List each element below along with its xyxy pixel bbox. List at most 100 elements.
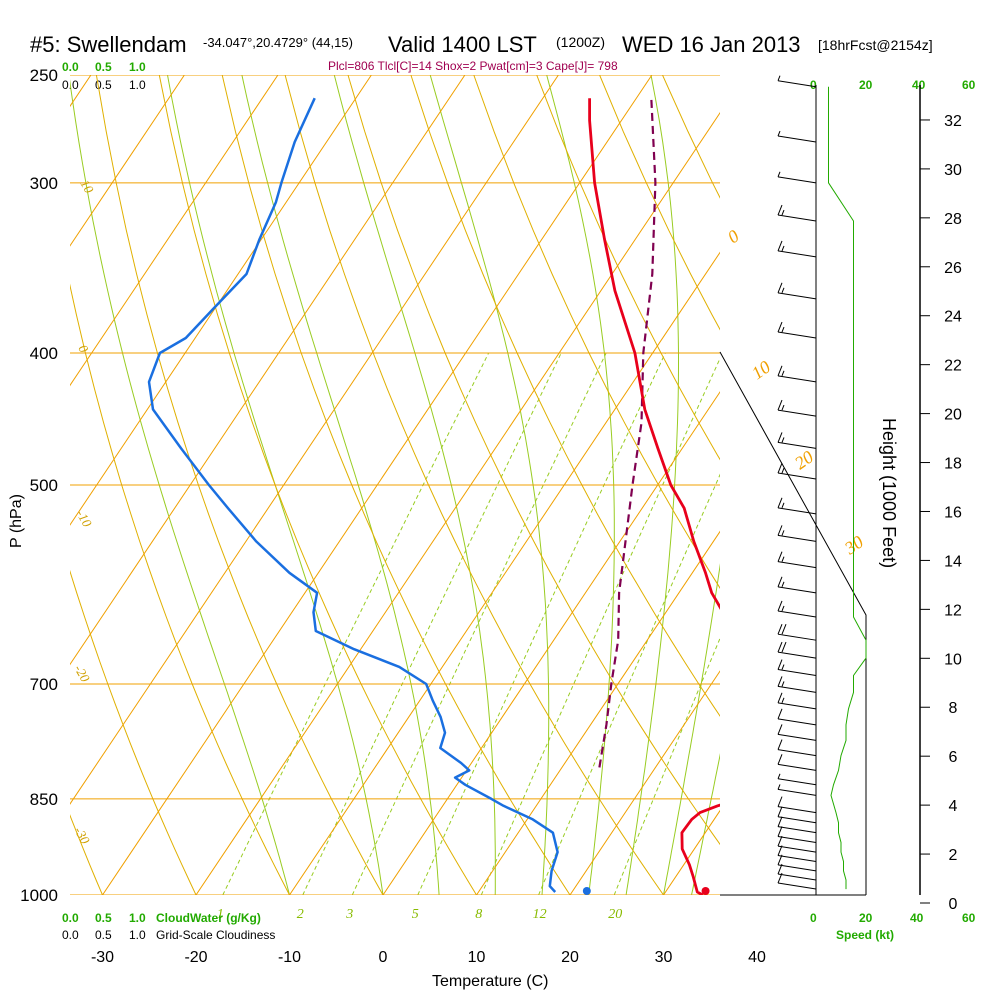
wind-barb — [777, 135, 817, 143]
wind-barb-flag — [777, 641, 783, 653]
dry-adiabat-line — [851, 75, 1000, 895]
sounding-lines — [147, 97, 720, 895]
height-tick-label: 20 — [944, 407, 962, 424]
mixing-ratio-line — [538, 473, 720, 895]
isotherm-line — [569, 670, 720, 895]
moist-adiabat-line — [663, 563, 720, 895]
isotherm-line — [851, 75, 1000, 895]
cw-tick-1: 0.5 — [95, 60, 112, 74]
wind-barb — [777, 586, 817, 594]
temperature-tick-label: 40 — [748, 949, 766, 966]
mixing-ratio-label: 12 — [533, 907, 547, 922]
cl-tick-2: 1.0 — [129, 78, 146, 92]
wind-barb-flag — [777, 399, 783, 411]
moist-adiabat-line — [167, 75, 384, 895]
wind-barb-flag — [777, 816, 783, 827]
wind-barb-half — [781, 664, 785, 670]
isotherm-label: 20 — [791, 447, 817, 474]
dry-adiabat-line — [221, 75, 571, 895]
wind-barb — [777, 472, 817, 480]
moist-adiabat-line — [241, 75, 440, 895]
parcel-line — [598, 98, 657, 768]
wind-barb-half — [781, 681, 785, 687]
wind-barb — [777, 534, 817, 542]
valid-time: Valid 1400 LST — [388, 32, 537, 57]
height-tick-label: 22 — [944, 358, 962, 375]
dry-adiabat-line — [347, 75, 720, 846]
height-tick-label: 16 — [944, 504, 962, 521]
isotherm-label: 0 — [75, 342, 91, 356]
wind-barb — [777, 873, 817, 881]
cl-bottom-0: 0.0 — [62, 928, 79, 942]
temperature-tick-label: 30 — [655, 949, 673, 966]
mixing-ratio-line — [351, 352, 607, 895]
x-axis-label: Temperature (C) — [432, 973, 548, 990]
wind-barb — [777, 816, 817, 824]
wind-barb-half — [781, 467, 785, 474]
temperature-tick-label: 0 — [379, 949, 388, 966]
wind-barb-flag — [777, 835, 783, 847]
dry-adiabat-line — [410, 75, 720, 717]
wind-barb-flag — [777, 659, 783, 670]
height-tick-label: 12 — [944, 602, 962, 619]
forecast-date: WED 16 Jan 2013 — [622, 32, 801, 57]
wind-barb — [777, 733, 817, 741]
speed-top-60: 60 — [962, 78, 976, 92]
wind-barb — [777, 864, 817, 872]
mixing-ratio-label: 20 — [608, 907, 622, 922]
isotherm-line — [70, 75, 185, 247]
moist-adiabat-line — [691, 753, 720, 895]
wind-barb — [777, 250, 817, 258]
wind-barb — [777, 331, 817, 339]
wind-barb — [777, 214, 817, 222]
dry-adiabat-line — [599, 75, 720, 331]
wind-barb-half — [781, 404, 785, 411]
wind-barb-flag — [777, 576, 783, 588]
wind-barb-flag — [777, 845, 783, 856]
bottom-cloudiness-scale: 0.0 0.5 1.0 Grid-Scale Cloudiness — [62, 928, 275, 942]
cw-tick-2: 1.0 — [129, 60, 146, 74]
height-tick-label: 32 — [944, 113, 962, 130]
cl-bottom-2: 1.0 — [129, 928, 146, 942]
wind-barb — [777, 651, 817, 659]
mixing-ratio-line — [480, 357, 720, 895]
dry-adiabat-line — [977, 75, 1000, 895]
wind-barb — [777, 633, 817, 641]
dry-adiabat-line — [95, 75, 384, 895]
wind-barb — [777, 718, 817, 726]
wind-barb-half — [781, 287, 785, 294]
temperature-tick-label: -20 — [184, 949, 207, 966]
wind-barb-half — [777, 171, 781, 178]
wind-barb-flag — [777, 708, 783, 720]
temperature-line — [588, 98, 720, 895]
wind-barb-half — [777, 75, 781, 81]
wind-barb — [777, 763, 817, 771]
cw-tick-0: 0.0 — [62, 60, 79, 74]
sounding-params: Plcl=806 Tlcl[C]=14 Shox=2 Pwat[cm]=3 Ca… — [328, 59, 618, 73]
mixing-ratio-label: 2 — [297, 907, 304, 922]
temperature-tick-label: 20 — [561, 949, 579, 966]
top-cloudiness-scale: 0.0 0.5 1.0 — [62, 78, 146, 92]
wind-barb-half — [781, 245, 785, 252]
height-tick-label: 26 — [944, 260, 962, 277]
moist-adiabat-line — [70, 79, 290, 895]
pressure-tick-label: 400 — [30, 344, 58, 363]
wind-barb — [777, 882, 817, 890]
wind-barb-half — [781, 326, 785, 333]
cl-bottom-1: 0.5 — [95, 928, 112, 942]
cloudiness-label: Grid-Scale Cloudiness — [156, 928, 275, 942]
pressure-tick-label: 700 — [30, 675, 58, 694]
forecast-run: [18hrFcst@2154z] — [818, 37, 933, 53]
pressure-tick-label: 300 — [30, 174, 58, 193]
height-axis-label: Height (1000 Feet) — [879, 418, 899, 568]
wind-barb — [777, 409, 817, 417]
isotherm-line — [476, 530, 720, 895]
speed-bottom-40: 40 — [910, 911, 924, 925]
height-tick-label: 28 — [944, 211, 962, 228]
wind-barb-half — [781, 581, 785, 588]
mixing-ratio-line — [222, 352, 490, 895]
wind-barb-flag — [777, 432, 783, 443]
speed-bottom-20: 20 — [859, 911, 873, 925]
wind-barb — [777, 685, 817, 693]
wind-barb — [777, 826, 817, 834]
